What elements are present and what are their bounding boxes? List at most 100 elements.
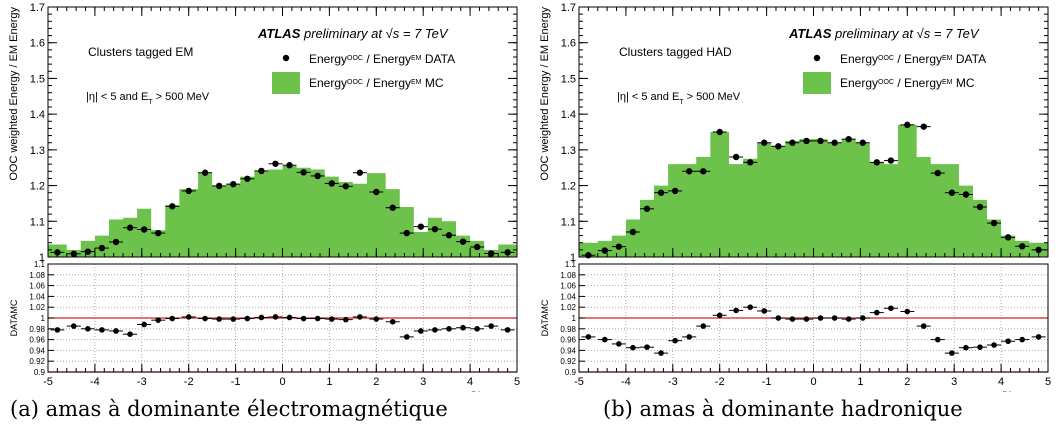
data-point xyxy=(1019,243,1026,250)
ratio-y-tick-label: 1.02 xyxy=(560,303,576,312)
data-point xyxy=(403,229,410,237)
data-point xyxy=(873,159,881,166)
data-point xyxy=(201,169,209,176)
data-point xyxy=(272,160,279,167)
data-point xyxy=(1035,246,1042,254)
data-point xyxy=(920,123,927,130)
data-point xyxy=(887,157,895,164)
data-point xyxy=(373,188,380,196)
ratio-y-tick-label: 1.08 xyxy=(29,271,45,280)
ratio-point xyxy=(488,323,495,329)
ratio-point xyxy=(300,315,307,322)
ratio-y-label: DATAMC xyxy=(540,299,550,336)
x-tick-label: -1 xyxy=(762,376,772,388)
ratio-point xyxy=(775,315,782,321)
data-point xyxy=(629,228,637,236)
data-point xyxy=(761,139,768,146)
ratio-y-tick-label: 1.04 xyxy=(29,292,45,301)
ratio-point xyxy=(934,336,941,343)
x-tick-label: -2 xyxy=(184,376,194,388)
data-point xyxy=(845,135,852,143)
data-point xyxy=(389,204,396,211)
cut-label: |η| < 5 and ET > 500 MeV xyxy=(617,91,741,106)
ratio-y-tick-label: 0.92 xyxy=(29,357,45,366)
ratio-point xyxy=(446,326,452,332)
data-point xyxy=(803,137,810,145)
ratio-point xyxy=(202,315,208,322)
ratio-y-tick-label: 1.02 xyxy=(29,303,45,312)
ratio-point xyxy=(672,337,678,344)
x-axis-label: Cluster η xyxy=(1000,389,1048,392)
ratio-point xyxy=(747,304,753,311)
x-tick-label: -5 xyxy=(43,376,53,388)
ratio-y-tick-label: 1 xyxy=(572,314,577,323)
data-point xyxy=(112,238,120,246)
ratio-y-tick-label: 0.96 xyxy=(29,336,45,345)
legend-data-label: EnergyOOC / EnergyEM DATA xyxy=(840,52,986,66)
data-point xyxy=(488,250,495,257)
data-point xyxy=(70,250,77,257)
ratio-y-tick-label: 0.98 xyxy=(29,325,45,334)
data-point xyxy=(732,153,740,161)
ratio-point xyxy=(904,308,911,315)
ratio-point xyxy=(630,344,636,351)
ratio-point xyxy=(70,323,77,329)
data-point xyxy=(657,189,665,196)
ratio-point xyxy=(977,344,983,350)
ratio-point xyxy=(432,327,438,333)
ratio-point xyxy=(373,316,380,322)
ratio-point xyxy=(644,344,650,350)
ratio-y-tick-label: 1.06 xyxy=(560,282,576,291)
ratio-point xyxy=(343,316,349,323)
data-point xyxy=(473,243,481,251)
y-tick-label: 1.4 xyxy=(30,109,45,121)
x-tick-label: 4 xyxy=(467,376,473,388)
data-point xyxy=(671,187,679,195)
ratio-point xyxy=(1019,336,1026,343)
ratio-point xyxy=(403,334,410,340)
legend-mc-swatch xyxy=(803,72,831,94)
x-tick-label: 3 xyxy=(951,376,957,388)
ratio-point xyxy=(127,331,133,338)
data-point xyxy=(459,238,467,245)
atlas-label: ATLAS preliminary at √s = 7 TeV xyxy=(788,26,980,41)
ratio-point xyxy=(686,334,693,340)
ratio-y-tick-label: 1.1 xyxy=(565,260,577,269)
ratio-point xyxy=(141,321,147,328)
data-point xyxy=(244,175,251,182)
data-point xyxy=(126,224,134,231)
ratio-point xyxy=(616,341,622,347)
data-point xyxy=(155,229,162,237)
x-tick-label: 5 xyxy=(514,376,520,388)
data-point xyxy=(789,139,796,146)
atlas-label: ATLAS preliminary at √s = 7 TeV xyxy=(257,26,449,41)
y-tick-label: 1.7 xyxy=(561,2,576,14)
y-tick-label: 1 xyxy=(570,252,576,264)
ratio-point xyxy=(185,314,192,320)
ratio-point xyxy=(845,316,852,322)
x-tick-label: 1 xyxy=(326,376,332,388)
legend-mc-label: EnergyOOC / EnergyEM MC xyxy=(309,76,444,90)
ratio-point xyxy=(733,307,739,314)
legend-data-label: EnergyOOC / EnergyEM DATA xyxy=(309,52,455,66)
y-tick-label: 1.5 xyxy=(30,73,45,85)
data-point xyxy=(230,180,237,188)
legend-mc-label: EnergyOOC / EnergyEM MC xyxy=(840,76,975,90)
caption-had: (b) amas à dominante hadronique xyxy=(603,397,963,421)
data-point xyxy=(831,139,838,146)
data-point xyxy=(817,137,824,145)
ratio-point xyxy=(357,314,363,320)
data-point xyxy=(342,183,350,190)
ratio-y-label: DATAMC xyxy=(9,299,19,336)
ratio-point xyxy=(831,315,838,321)
ratio-point xyxy=(85,326,91,332)
ratio-point xyxy=(169,315,176,322)
ratio-y-tick-label: 0.94 xyxy=(560,346,576,355)
x-tick-label: -4 xyxy=(90,376,100,388)
data-point xyxy=(169,203,176,210)
ratio-point xyxy=(803,316,810,322)
ratio-point xyxy=(504,327,511,333)
data-point xyxy=(84,248,92,255)
y-tick-label: 1.6 xyxy=(561,38,576,50)
